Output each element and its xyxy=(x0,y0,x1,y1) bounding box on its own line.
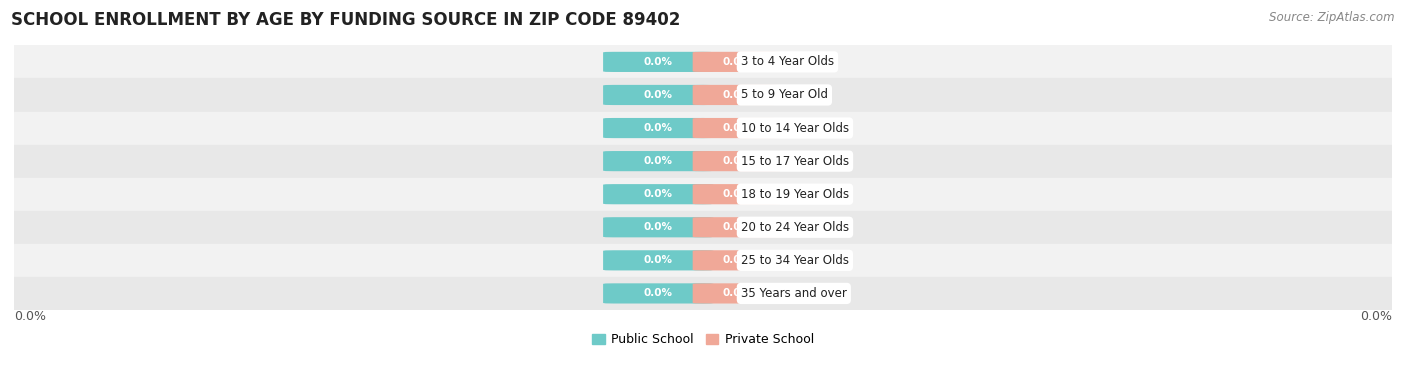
Text: 0.0%: 0.0% xyxy=(723,189,752,199)
FancyBboxPatch shape xyxy=(693,85,782,105)
Text: 20 to 24 Year Olds: 20 to 24 Year Olds xyxy=(741,221,849,234)
FancyBboxPatch shape xyxy=(603,184,713,204)
Bar xyxy=(14,45,1392,79)
FancyBboxPatch shape xyxy=(603,118,713,138)
Text: 0.0%: 0.0% xyxy=(723,288,752,298)
Text: Source: ZipAtlas.com: Source: ZipAtlas.com xyxy=(1270,11,1395,24)
Text: 0.0%: 0.0% xyxy=(644,222,672,232)
Text: 0.0%: 0.0% xyxy=(644,57,672,67)
FancyBboxPatch shape xyxy=(693,284,782,304)
FancyBboxPatch shape xyxy=(603,250,713,270)
Text: 5 to 9 Year Old: 5 to 9 Year Old xyxy=(741,88,828,101)
Text: 0.0%: 0.0% xyxy=(644,156,672,166)
FancyBboxPatch shape xyxy=(603,151,713,171)
FancyBboxPatch shape xyxy=(603,85,713,105)
Text: 0.0%: 0.0% xyxy=(723,123,752,133)
Text: 0.0%: 0.0% xyxy=(644,288,672,298)
Legend: Public School, Private School: Public School, Private School xyxy=(588,328,818,351)
FancyBboxPatch shape xyxy=(693,52,782,72)
FancyBboxPatch shape xyxy=(693,151,782,171)
Bar xyxy=(14,244,1392,277)
FancyBboxPatch shape xyxy=(693,184,782,204)
Text: 0.0%: 0.0% xyxy=(1360,310,1392,323)
FancyBboxPatch shape xyxy=(603,217,713,237)
Bar xyxy=(14,178,1392,211)
Text: SCHOOL ENROLLMENT BY AGE BY FUNDING SOURCE IN ZIP CODE 89402: SCHOOL ENROLLMENT BY AGE BY FUNDING SOUR… xyxy=(11,11,681,29)
FancyBboxPatch shape xyxy=(603,52,713,72)
Bar xyxy=(14,211,1392,244)
Bar xyxy=(14,145,1392,178)
FancyBboxPatch shape xyxy=(603,284,713,304)
Text: 0.0%: 0.0% xyxy=(723,222,752,232)
Text: 0.0%: 0.0% xyxy=(723,156,752,166)
Text: 0.0%: 0.0% xyxy=(723,256,752,265)
FancyBboxPatch shape xyxy=(693,217,782,237)
Text: 0.0%: 0.0% xyxy=(644,256,672,265)
Bar xyxy=(14,277,1392,310)
Text: 0.0%: 0.0% xyxy=(644,123,672,133)
Text: 35 Years and over: 35 Years and over xyxy=(741,287,846,300)
Bar xyxy=(14,112,1392,145)
Text: 0.0%: 0.0% xyxy=(644,189,672,199)
Text: 25 to 34 Year Olds: 25 to 34 Year Olds xyxy=(741,254,849,267)
FancyBboxPatch shape xyxy=(693,118,782,138)
Text: 3 to 4 Year Olds: 3 to 4 Year Olds xyxy=(741,56,834,68)
Text: 0.0%: 0.0% xyxy=(723,57,752,67)
Text: 0.0%: 0.0% xyxy=(723,90,752,100)
Text: 15 to 17 Year Olds: 15 to 17 Year Olds xyxy=(741,155,849,167)
Text: 10 to 14 Year Olds: 10 to 14 Year Olds xyxy=(741,122,849,135)
Text: 18 to 19 Year Olds: 18 to 19 Year Olds xyxy=(741,188,849,201)
Bar xyxy=(14,79,1392,112)
FancyBboxPatch shape xyxy=(693,250,782,270)
Text: 0.0%: 0.0% xyxy=(644,90,672,100)
Text: 0.0%: 0.0% xyxy=(14,310,46,323)
